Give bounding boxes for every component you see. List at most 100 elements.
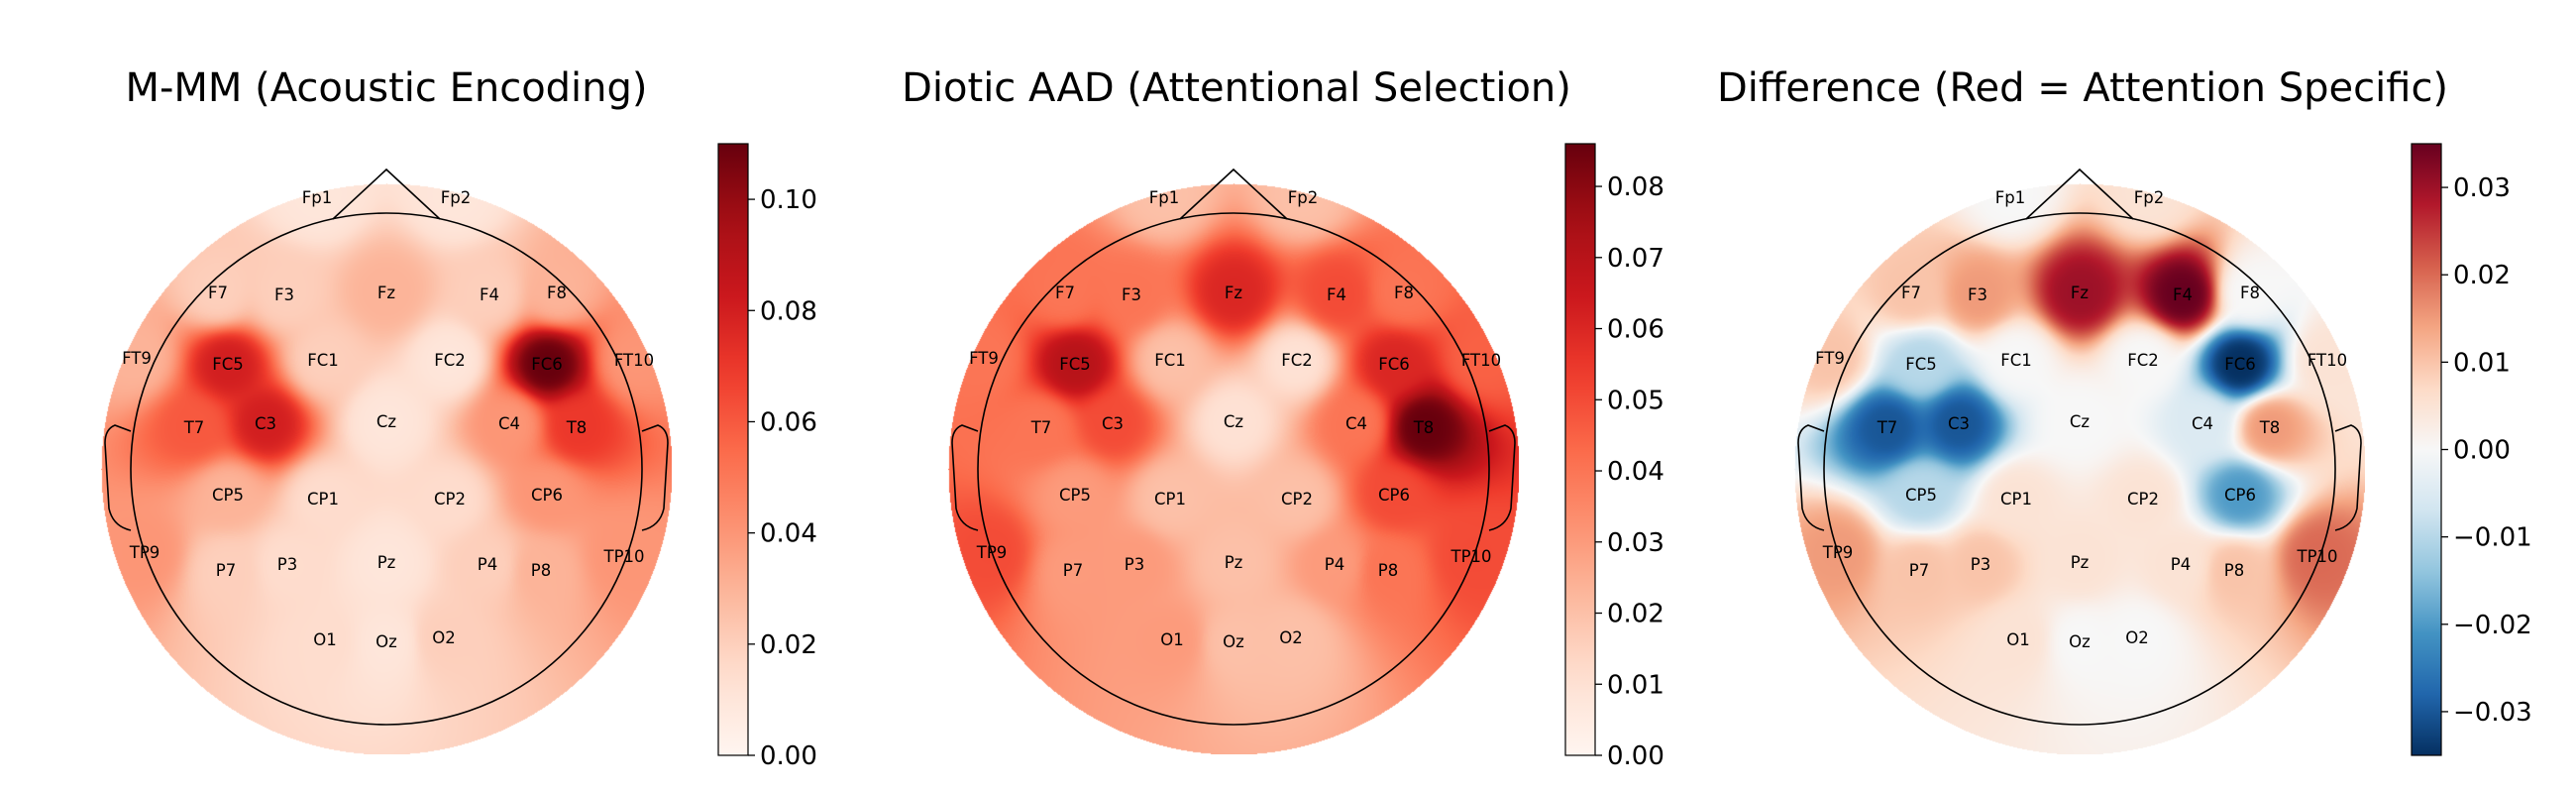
electrode-label: Fp1	[1995, 188, 2025, 207]
nose-outline	[1179, 168, 1288, 220]
electrode-label: Fz	[377, 283, 395, 302]
electrode-label: TP10	[1449, 547, 1491, 566]
electrode-label: P3	[277, 555, 297, 574]
electrode-label: Fp1	[1149, 188, 1179, 207]
electrode-label: P8	[1378, 561, 1398, 580]
electrode-label: FT9	[1815, 349, 1845, 368]
electrode-label: CP2	[2127, 490, 2159, 509]
left-ear-outline	[104, 424, 132, 531]
electrode-label: FC2	[1281, 351, 1313, 370]
electrode-label: F3	[1122, 285, 1141, 304]
electrode-label: FC2	[434, 351, 466, 370]
electrode-label: FT9	[122, 349, 152, 368]
electrode-label: TP9	[1822, 543, 1854, 562]
colorbar-tick-label: −0.02	[2453, 611, 2532, 640]
colorbar-tick-label: 0.00	[2453, 436, 2511, 466]
electrode-label: O1	[2006, 630, 2030, 649]
electrode-label: Fp2	[1288, 188, 1318, 207]
electrode-label: FC1	[1154, 351, 1186, 370]
colorbar-tick-label: 0.02	[2453, 261, 2511, 290]
electrode-label: FC5	[212, 355, 244, 374]
electrode-label: Oz	[1223, 632, 1244, 651]
electrode-label: Cz	[1224, 412, 1243, 431]
electrode-label: Cz	[2070, 412, 2090, 431]
electrode-label: FC1	[2000, 351, 2032, 370]
electrode-label: F8	[2240, 283, 2260, 302]
electrode-label: TP9	[129, 543, 161, 562]
electrode-label: P4	[1325, 555, 1344, 574]
scalp-field	[101, 183, 672, 754]
electrode-label: C4	[498, 414, 520, 433]
scalp-field	[948, 183, 1519, 754]
electrode-label: P7	[1063, 561, 1083, 580]
electrode-label: CP6	[2224, 486, 2256, 505]
colorbar-tick-label: 0.02	[1607, 600, 1664, 629]
colorbar-tick-label: −0.01	[2453, 523, 2532, 553]
nose-outline	[2025, 168, 2134, 220]
electrode-label: CP1	[307, 490, 339, 509]
right-ear-outline	[2334, 424, 2362, 531]
electrode-label: CP5	[1905, 486, 1937, 505]
electrode-label: Fp1	[302, 188, 332, 207]
electrode-label: Pz	[377, 553, 396, 572]
electrode-label: F3	[1968, 285, 1987, 304]
electrode-label: O1	[1160, 630, 1184, 649]
electrode-label: P8	[2224, 561, 2244, 580]
colorbar-tick-label: 0.02	[760, 630, 817, 660]
electrode-label: P7	[216, 561, 236, 580]
head-outline	[977, 212, 1490, 726]
electrode-label: FC1	[307, 351, 339, 370]
electrode-label: CP2	[1281, 490, 1313, 509]
electrode-label: C3	[255, 414, 276, 433]
electrode-label: F3	[274, 285, 294, 304]
colorbar-tick-label: 0.01	[1607, 670, 1664, 700]
electrode-label: F7	[208, 283, 228, 302]
electrode-label: T7	[183, 418, 205, 437]
electrode-label: T7	[1030, 418, 1052, 437]
electrode-label: FT10	[614, 351, 654, 370]
electrode-label: FC2	[2127, 351, 2159, 370]
head-outline	[1823, 212, 2336, 726]
colorbar-tick-label: −0.03	[2453, 698, 2532, 728]
topomap-panel-3: Difference (Red = Attention Specific) Fp1…	[1717, 65, 2532, 756]
colorbar-tick-label: 0.06	[1607, 315, 1664, 345]
electrode-label: C4	[1345, 414, 1367, 433]
colorbar-tick-label: 0.04	[1607, 457, 1664, 487]
left-ear-outline	[1797, 424, 1825, 531]
electrode-label: Fp2	[2134, 188, 2164, 207]
colorbar-tick-label: 0.00	[760, 741, 817, 771]
electrode-label: O2	[1279, 628, 1303, 647]
electrode-label: T8	[1413, 418, 1435, 437]
electrode-label: Cz	[376, 412, 396, 431]
colorbar-tick-label: 0.08	[760, 296, 817, 326]
electrode-label: Fp2	[441, 188, 471, 207]
topomap-panel-1: M-MM (Acoustic Encoding) Fp1 Fp2 F7 F3 Fz F4 F8…	[101, 65, 817, 771]
electrode-label: CP1	[2000, 490, 2032, 509]
electrode-label: F4	[1327, 285, 1346, 304]
panel-title: M-MM (Acoustic Encoding)	[125, 65, 647, 111]
electrode-label: CP5	[212, 486, 244, 505]
electrode-label: CP5	[1059, 486, 1091, 505]
topomap-panel-2: Diotic AAD (Attentional Selection) Fp1 Fp2…	[902, 65, 1664, 771]
colorbar-tick-label: 0.01	[2453, 348, 2511, 378]
right-ear-outline	[641, 424, 669, 531]
electrode-label: TP10	[602, 547, 644, 566]
panel-title: Difference (Red = Attention Specific)	[1717, 65, 2448, 111]
electrode-label: FC6	[531, 355, 563, 374]
right-ear-outline	[1488, 424, 1516, 531]
colorbar-tick-label: 0.00	[1607, 741, 1664, 771]
electrode-label: FT9	[969, 349, 999, 368]
left-ear-outline	[951, 424, 979, 531]
electrode-label: FT10	[2308, 351, 2347, 370]
electrode-label: Oz	[2069, 632, 2091, 651]
electrode-label: T8	[566, 418, 588, 437]
colorbar	[2411, 143, 2442, 756]
electrode-label: F7	[1055, 283, 1075, 302]
colorbar-tick-label: 0.03	[1607, 528, 1664, 558]
colorbar-tick-label: 0.07	[1607, 244, 1664, 274]
electrode-label: CP2	[434, 490, 466, 509]
colorbar-tick-label: 0.04	[760, 519, 817, 549]
electrode-label: FC5	[1059, 355, 1091, 374]
colorbar-tick-label: 0.10	[760, 185, 817, 215]
